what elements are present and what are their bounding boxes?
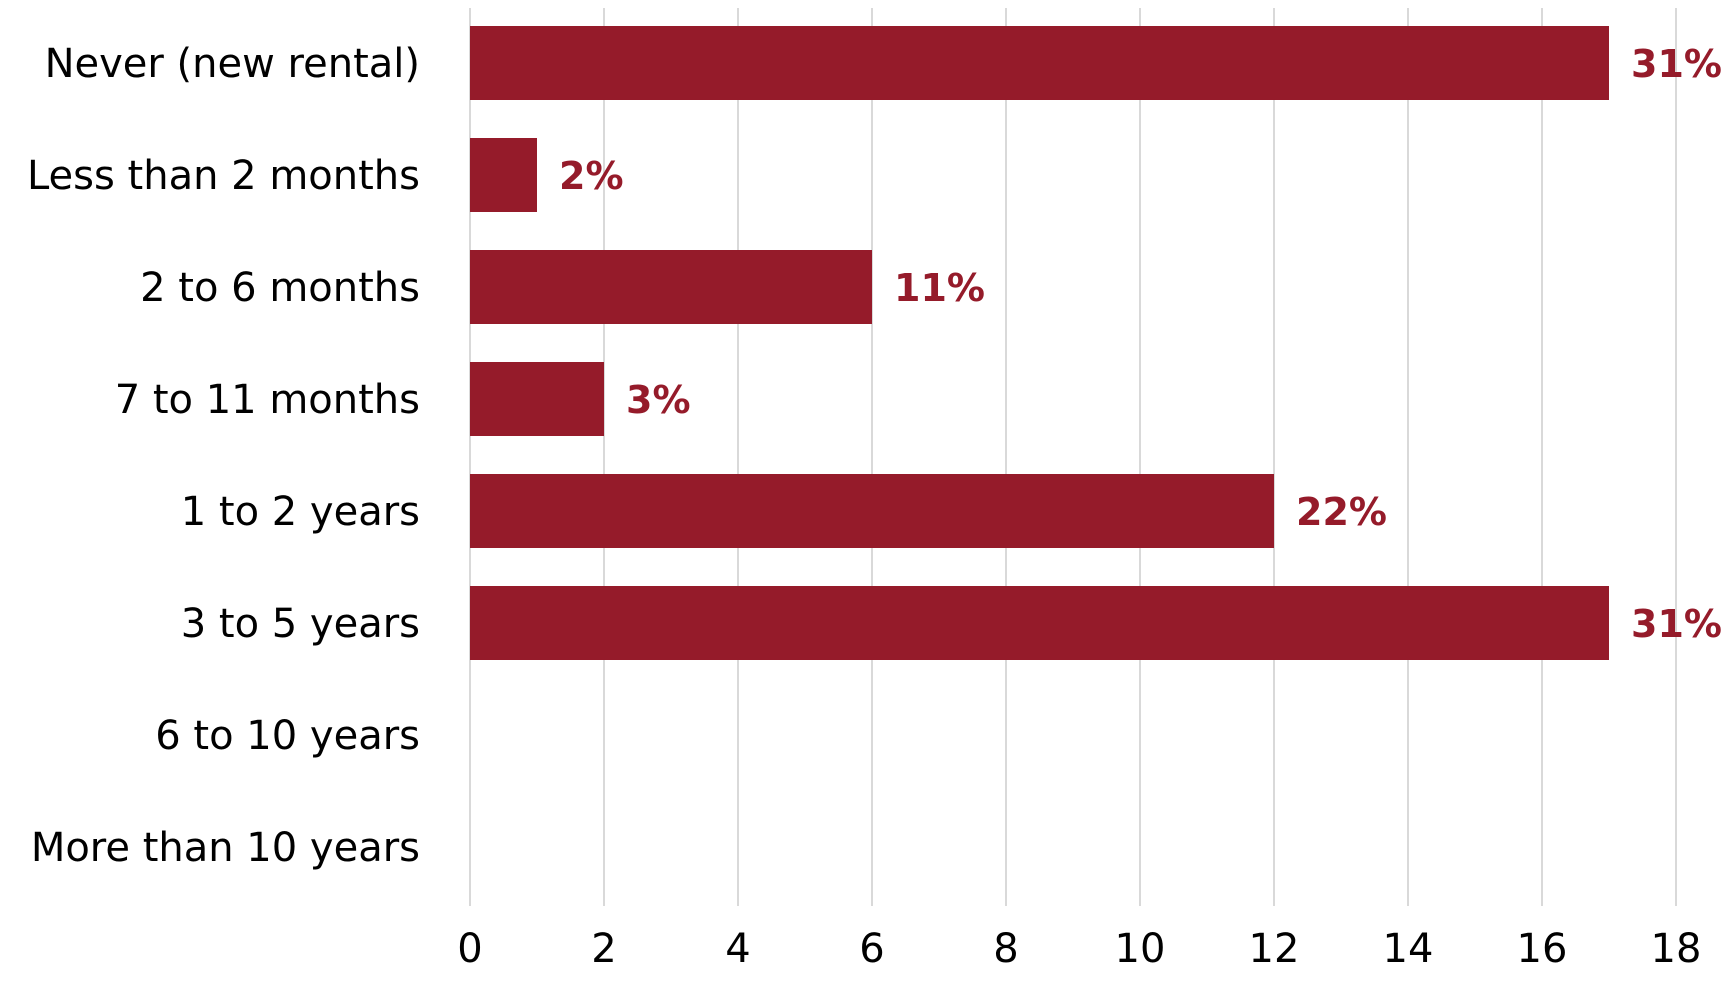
x-tick-label: 14 — [1383, 926, 1434, 972]
data-label: 31% — [1631, 602, 1722, 646]
x-tick-label: 10 — [1115, 926, 1166, 972]
gridlines — [469, 8, 1677, 906]
x-tick-label: 12 — [1249, 926, 1300, 972]
category-labels: Never (new rental) Less than 2 months 2 to… — [27, 41, 420, 871]
data-label: 22% — [1296, 490, 1387, 534]
data-labels: 31% 2% 11% 3% 22% 31% — [559, 42, 1722, 646]
bar — [470, 474, 1274, 548]
data-label: 2% — [559, 154, 624, 198]
category-label: 1 to 2 years — [181, 489, 420, 535]
data-label: 31% — [1631, 42, 1722, 86]
category-label: 2 to 6 months — [140, 265, 420, 311]
bar — [470, 138, 537, 212]
x-tick-label: 16 — [1517, 926, 1568, 972]
bar — [470, 362, 604, 436]
category-label: Never (new rental) — [45, 41, 420, 87]
x-tick-label: 18 — [1651, 926, 1702, 972]
data-label: 11% — [894, 266, 985, 310]
bar — [470, 26, 1609, 100]
x-tick-label: 6 — [859, 926, 884, 972]
bar — [470, 586, 1609, 660]
x-tick-label: 2 — [591, 926, 616, 972]
x-tick-label: 0 — [457, 926, 482, 972]
x-tick-label: 4 — [725, 926, 750, 972]
category-label: 6 to 10 years — [155, 713, 420, 759]
data-label: 3% — [626, 378, 691, 422]
category-label: 3 to 5 years — [181, 601, 420, 647]
x-axis-tick-labels: 0 2 4 6 8 10 12 14 16 18 — [457, 926, 1701, 972]
x-tick-label: 8 — [993, 926, 1018, 972]
category-label: More than 10 years — [31, 825, 420, 871]
category-label: 7 to 11 months — [115, 377, 420, 423]
category-label: Less than 2 months — [27, 153, 420, 199]
bar — [470, 250, 872, 324]
bars — [470, 26, 1609, 660]
